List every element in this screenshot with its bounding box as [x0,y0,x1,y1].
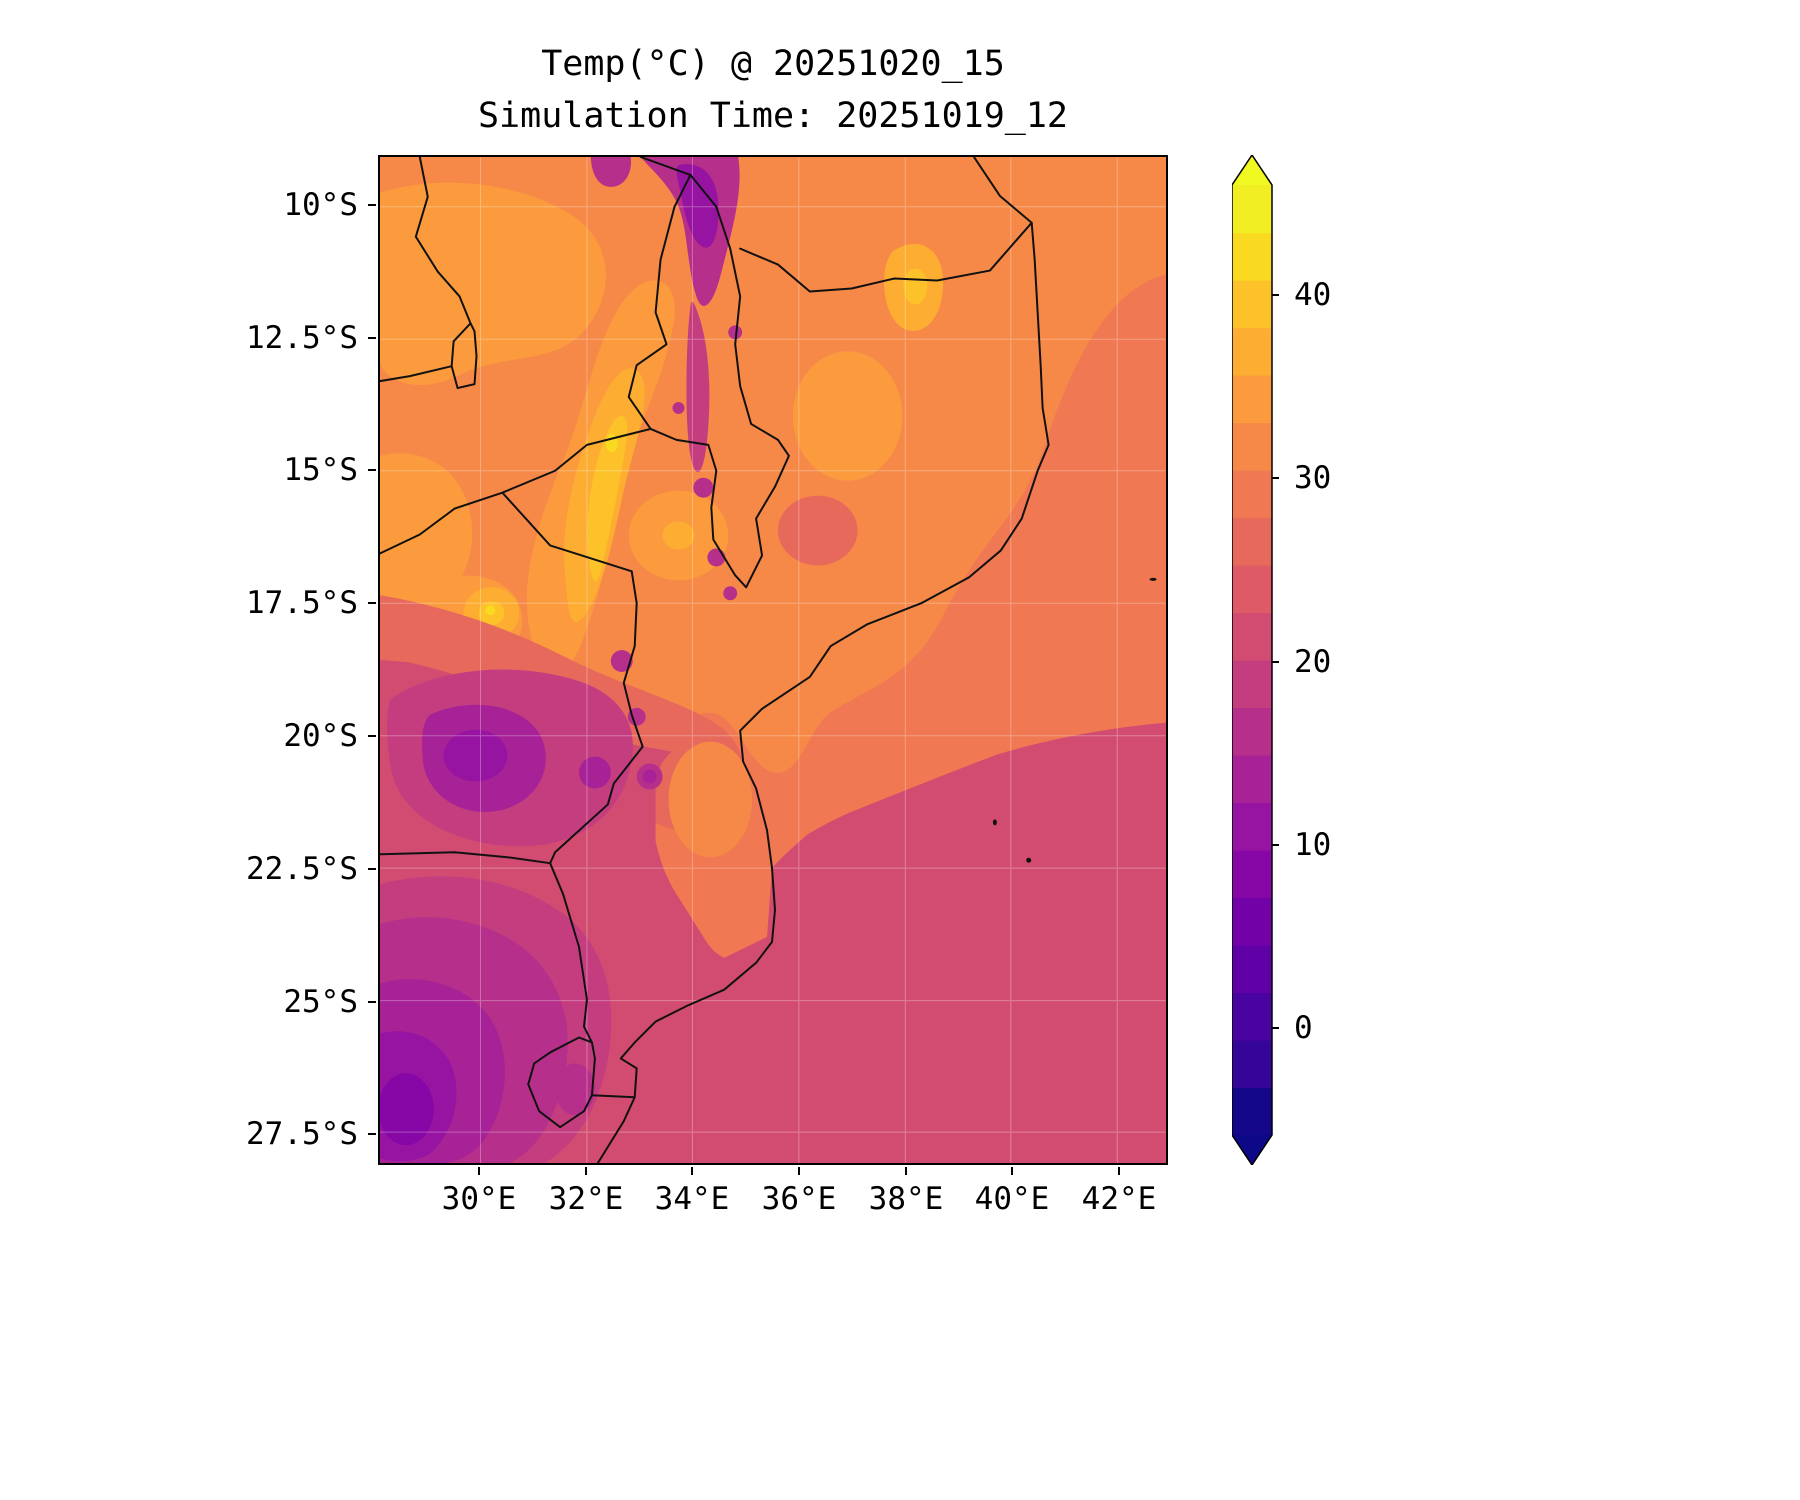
colorbar-band [1232,280,1272,328]
y-tick-label: 27.5°S [130,1115,358,1153]
x-tick-mark [478,1167,480,1175]
title-line-1: Temp(°C) @ 20251020_15 [273,38,1273,90]
colorbar-band [1232,660,1272,708]
colorbar-tick-label: 0 [1294,1009,1394,1047]
map-plot-area [378,155,1168,1165]
contour-32-35 [793,351,902,480]
x-tick-mark [905,1167,907,1175]
colorbar-band [1232,565,1272,613]
island-speck [993,819,997,825]
colorbar-band [1232,755,1272,803]
y-tick-mark [368,868,376,870]
y-tick-mark [368,602,376,604]
contour-warm-tongue [669,742,753,858]
x-tick-mark [1118,1167,1120,1175]
colorbar-tick-label: 10 [1294,826,1394,864]
colorbar-band [1232,993,1272,1041]
y-tick-label: 17.5°S [130,584,358,622]
y-tick-label: 20°S [130,717,358,755]
y-tick-label: 22.5°S [130,850,358,888]
colorbar-band [1232,423,1272,471]
map-svg [380,157,1166,1163]
contour-spot [693,478,713,498]
colorbar-band [1232,803,1272,851]
colorbar-band [1232,233,1272,281]
colorbar-over-arrow [1232,155,1272,185]
colorbar-tick-marks [1272,295,1279,1028]
y-tick-label: 25°S [130,983,358,1021]
y-tick-mark [368,735,376,737]
contour-spot [723,586,737,600]
colorbar-band [1232,898,1272,946]
y-tick-mark [368,1001,376,1003]
plot-title: Temp(°C) @ 20251020_15 Simulation Time: … [273,38,1273,142]
colorbar-band [1232,518,1272,566]
temperature-field [380,157,1166,1163]
contour-40-42 [485,605,495,615]
x-tick-label: 42°E [1049,1180,1189,1218]
colorbar-band [1232,470,1272,518]
colorbar-band [1232,945,1272,993]
contour-sw-core [380,1073,434,1145]
x-tick-mark [1011,1167,1013,1175]
x-tick-mark [585,1167,587,1175]
contour-spot [673,402,685,414]
x-tick-mark [691,1167,693,1175]
contour-spot [555,1063,595,1115]
colorbar-band [1232,850,1272,898]
contour-25-27 [778,496,858,566]
colorbar-band [1232,375,1272,423]
title-line-2: Simulation Time: 20251019_12 [273,90,1273,142]
y-tick-mark [368,1133,376,1135]
colorbar-band [1232,185,1272,233]
colorbar-band [1232,1040,1272,1088]
contour-highlands-core [444,730,508,782]
x-tick-mark [798,1167,800,1175]
colorbar-band [1232,328,1272,376]
y-tick-mark [368,469,376,471]
colorbar-tick-label: 20 [1294,643,1394,681]
contour-spot [643,770,657,784]
contour-spot [579,757,611,789]
colorbar-band [1232,613,1272,661]
figure: Temp(°C) @ 20251020_15 Simulation Time: … [0,0,1800,1500]
colorbar-tick-label: 30 [1294,459,1394,497]
island-speck [1026,858,1031,863]
colorbar-band [1232,1088,1272,1136]
colorbar-band [1232,708,1272,756]
contour-spot [707,548,725,566]
contour-35-37 [663,522,695,550]
colorbar-under-arrow [1232,1135,1272,1165]
contour-37-40 [903,269,927,305]
island-speck [1150,578,1157,581]
colorbar-tick-label: 40 [1294,276,1394,314]
colorbar [1232,155,1280,1165]
y-tick-mark [368,204,376,206]
y-tick-label: 12.5°S [130,319,358,357]
y-tick-mark [368,337,376,339]
y-tick-label: 10°S [130,186,358,224]
colorbar-bands [1232,185,1272,1136]
y-tick-label: 15°S [130,451,358,489]
